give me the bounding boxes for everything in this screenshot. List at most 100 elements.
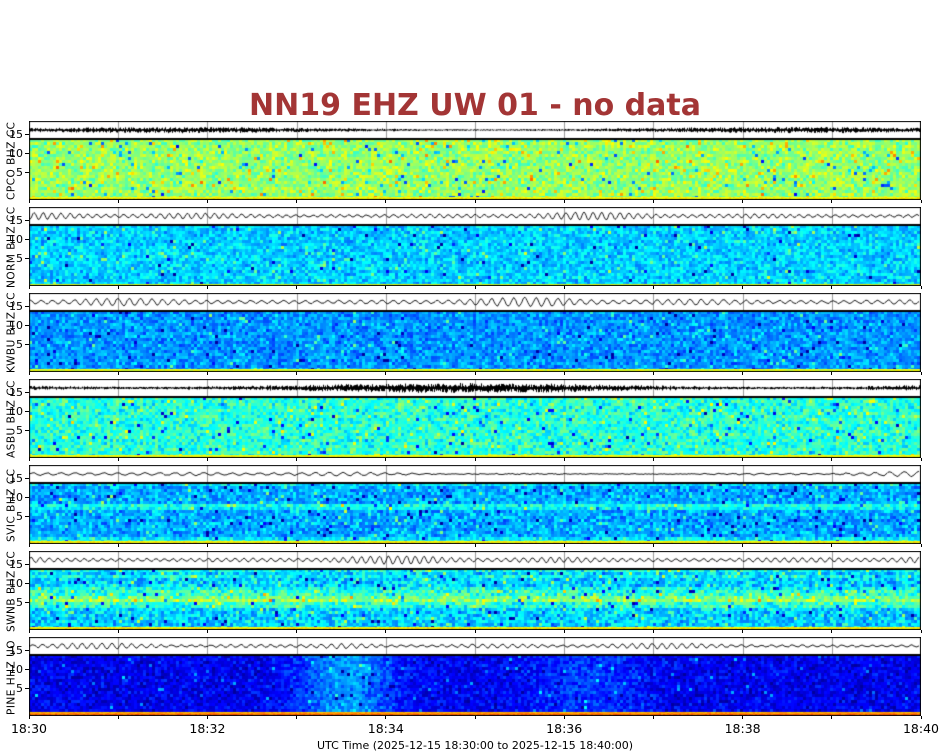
station-panel-asbu: ASBU BHZ CC 15 10 5 [0, 379, 950, 465]
y-tick-label: 15 [9, 128, 23, 141]
y-tick-label: 15 [9, 386, 23, 399]
y-tick-mark [25, 153, 29, 154]
y-tick-mark [25, 478, 29, 479]
spectrogram-canvas [29, 225, 921, 286]
y-tick-label: 15 [9, 472, 23, 485]
x-minor-tick [474, 716, 476, 719]
waveform-trace-canvas [29, 207, 921, 225]
x-minor-tick [296, 286, 298, 289]
x-minor-tick [117, 544, 119, 547]
x-minor-tick [563, 372, 565, 375]
y-tick-label: 5 [16, 510, 23, 523]
x-minor-tick [28, 286, 30, 289]
waveform-trace-canvas [29, 379, 921, 397]
x-axis-label: UTC Time (2025-12-15 18:30:00 to 2025-12… [317, 739, 633, 752]
x-minor-tick [474, 630, 476, 633]
x-minor-tick [206, 200, 208, 203]
y-tick-mark [25, 497, 29, 498]
x-minor-tick [117, 200, 119, 203]
x-minor-tick [742, 544, 744, 547]
x-minor-tick [563, 286, 565, 289]
y-tick-label: 10 [9, 319, 23, 332]
y-tick-mark [25, 430, 29, 431]
y-tick-label: 5 [16, 166, 23, 179]
x-minor-tick [385, 372, 387, 375]
y-tick-label: 10 [9, 577, 23, 590]
x-minor-tick [831, 458, 833, 461]
x-minor-tick [563, 200, 565, 203]
y-tick-label: 5 [16, 252, 23, 265]
y-tick-label: 5 [16, 596, 23, 609]
x-minor-tick [920, 458, 922, 461]
y-tick-label: 10 [9, 147, 23, 160]
x-minor-tick [385, 200, 387, 203]
x-minor-tick [296, 716, 298, 719]
y-tick-mark [25, 411, 29, 412]
x-minor-tick [296, 544, 298, 547]
y-tick-mark [25, 134, 29, 135]
x-minor-tick [385, 458, 387, 461]
x-minor-tick [117, 286, 119, 289]
y-tick-label: 5 [16, 682, 23, 695]
x-minor-tick [385, 630, 387, 633]
x-minor-tick [206, 458, 208, 461]
x-tick-label: 18:30 [10, 721, 48, 736]
x-minor-tick [206, 286, 208, 289]
x-tick-label: 18:38 [724, 721, 761, 736]
x-minor-tick [831, 286, 833, 289]
x-minor-tick [385, 544, 387, 547]
x-minor-tick [742, 458, 744, 461]
y-tick-label: 15 [9, 558, 23, 571]
x-minor-tick [831, 716, 833, 719]
station-panel-kwbu: KWBU BHZ CC 15 10 5 [0, 293, 950, 379]
x-minor-tick [28, 372, 30, 375]
x-minor-tick [474, 458, 476, 461]
x-minor-tick [742, 372, 744, 375]
x-minor-tick [117, 458, 119, 461]
x-minor-tick [206, 372, 208, 375]
waveform-trace-canvas [29, 293, 921, 311]
y-tick-label: 15 [9, 300, 23, 313]
y-tick-label: 10 [9, 491, 23, 504]
x-minor-tick [117, 372, 119, 375]
x-tick-label: 18:40 [902, 721, 940, 736]
x-minor-tick [920, 372, 922, 375]
x-minor-tick [296, 200, 298, 203]
waveform-trace-canvas [29, 637, 921, 655]
x-minor-tick [563, 630, 565, 633]
y-tick-mark [25, 344, 29, 345]
x-minor-tick [385, 716, 387, 719]
station-panel-cpco: CPCO BHZ CC 15 10 5 [0, 121, 950, 207]
y-tick-mark [25, 516, 29, 517]
y-tick-label: 10 [9, 663, 23, 676]
plot-title: NN19 EHZ UW 01 - no data [249, 88, 701, 123]
x-minor-tick [117, 716, 119, 719]
y-tick-mark [25, 306, 29, 307]
x-minor-tick [920, 630, 922, 633]
x-minor-tick [831, 630, 833, 633]
y-tick-mark [25, 688, 29, 689]
x-minor-tick [652, 286, 654, 289]
x-minor-tick [742, 286, 744, 289]
x-minor-tick [742, 200, 744, 203]
spectrogram-canvas [29, 655, 921, 716]
spectrogram-canvas [29, 569, 921, 630]
x-minor-tick [920, 716, 922, 719]
y-tick-mark [25, 172, 29, 173]
x-minor-tick [831, 372, 833, 375]
x-minor-tick [474, 200, 476, 203]
x-minor-tick [206, 630, 208, 633]
x-minor-tick [28, 458, 30, 461]
x-minor-tick [831, 544, 833, 547]
x-minor-tick [652, 716, 654, 719]
waveform-trace-canvas [29, 551, 921, 569]
spectrogram-canvas [29, 483, 921, 544]
y-tick-mark [25, 669, 29, 670]
x-minor-tick [652, 544, 654, 547]
y-tick-label: 15 [9, 644, 23, 657]
station-panel-svic: SVIC BHZ CC 15 10 5 [0, 465, 950, 551]
x-minor-tick [920, 200, 922, 203]
x-minor-tick [652, 630, 654, 633]
station-panel-pine: PINE HHZ UO 15 10 5 [0, 637, 950, 723]
